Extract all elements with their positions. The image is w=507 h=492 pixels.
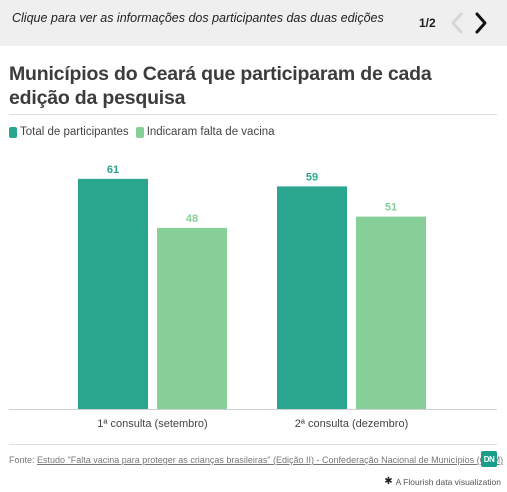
previous-slide-button[interactable]: [448, 11, 466, 35]
legend-item-shortage[interactable]: Indicaram falta de vacina: [135, 126, 275, 138]
bar[interactable]: [277, 186, 347, 409]
legend-swatch-shortage: [135, 126, 144, 138]
dn-logo: DN: [481, 451, 497, 467]
source-link[interactable]: Estudo "Falta vacina para proteger as cr…: [37, 455, 504, 465]
legend-item-total[interactable]: Total de participantes: [9, 126, 129, 138]
bar[interactable]: [157, 227, 227, 409]
chart-title: Municípios do Ceará que participaram de …: [9, 63, 432, 109]
flourish-icon: ✱: [384, 476, 393, 487]
slide-counter: 1/2: [419, 16, 436, 30]
bar[interactable]: [78, 178, 148, 409]
slide-prompt: Clique para ver as informações dos parti…: [12, 11, 384, 25]
chevron-right-icon: [475, 12, 487, 34]
bar-chart: 61 48 1ª consulta (setembro) 59 51 2ª consult…: [9, 164, 497, 430]
bar-value-label: 59: [306, 171, 318, 183]
chart-legend: Total de participantes Indicaram falta d…: [9, 124, 282, 140]
x-tick-label: 1ª consulta (setembro): [97, 418, 207, 430]
bar-value-label: 61: [107, 164, 119, 176]
chevron-left-icon: [451, 12, 463, 34]
legend-label-shortage: Indicaram falta de vacina: [146, 126, 275, 138]
legend-swatch-total: [9, 126, 17, 138]
title-divider: [9, 114, 497, 115]
flourish-credit-label: A Flourish data visualization: [395, 476, 501, 487]
bar-value-label: 51: [385, 202, 397, 214]
bar-value-label: 48: [186, 213, 198, 225]
source-note: Fonte: Estudo "Falta vacina para protege…: [9, 455, 503, 465]
flourish-credit[interactable]: ✱ A Flourish data visualization: [384, 476, 501, 487]
x-tick-label: 2ª consulta (dezembro): [295, 418, 409, 430]
slide-navigation-bar: Clique para ver as informações dos parti…: [0, 0, 507, 46]
legend-label-total: Total de participantes: [20, 126, 129, 138]
bar[interactable]: [356, 216, 426, 409]
next-slide-button[interactable]: [472, 11, 490, 35]
source-prefix: Fonte:: [9, 455, 35, 465]
footer-divider: [9, 444, 497, 445]
